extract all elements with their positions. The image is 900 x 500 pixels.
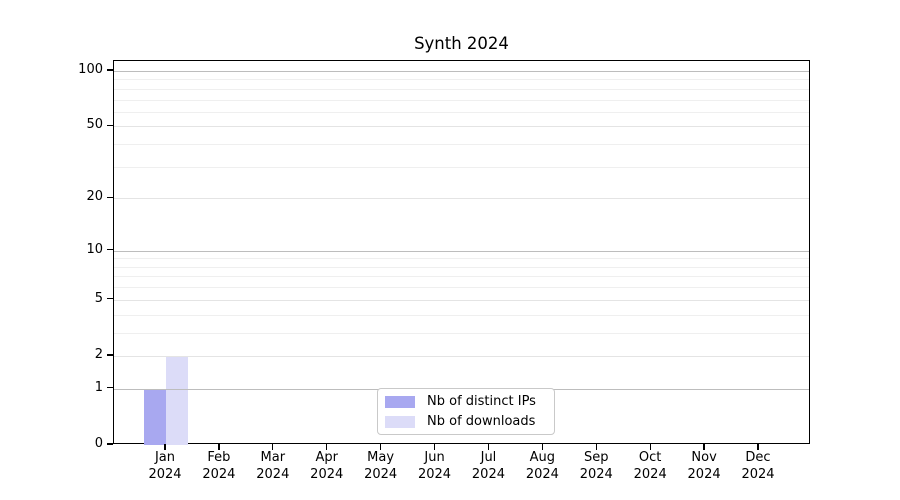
x-tick-mark-jul: [487, 444, 490, 450]
x-tick-label-nov: Nov 2024: [669, 450, 739, 483]
minor-gridline-70: [114, 99, 809, 101]
x-tick-year: 2024: [417, 466, 452, 482]
x-tick-month: May: [367, 450, 395, 465]
gridline-50: [114, 126, 809, 128]
x-tick-mark-mar: [272, 444, 274, 450]
y-tick-label-1: 1: [94, 379, 103, 395]
x-tick-month: Jul: [480, 450, 497, 465]
bar-nb-of-downloads-jan: [166, 355, 188, 445]
x-tick-label-sep: Sep 2024: [561, 450, 631, 483]
y-tick-label-20: 20: [86, 189, 103, 205]
minor-gridline-4: [114, 314, 809, 316]
x-tick-mark-feb: [218, 444, 220, 450]
minor-gridline-90: [114, 79, 809, 81]
x-tick-month: Aug: [529, 450, 556, 465]
y-tick-mark-100: [107, 69, 113, 71]
y-tick-label-10: 10: [86, 241, 103, 257]
x-tick-month: Mar: [260, 450, 286, 465]
plot-area: [113, 60, 810, 445]
x-tick-month: Apr: [315, 450, 338, 465]
y-tick-mark-2: [107, 354, 113, 356]
x-tick-year: 2024: [364, 466, 398, 482]
minor-gridline-60: [114, 111, 809, 113]
legend-swatch-distinct-ips: [385, 395, 415, 408]
gridline-2: [114, 355, 809, 357]
gridline-5: [114, 299, 809, 301]
x-tick-label-dec: Dec 2024: [723, 450, 793, 483]
y-tick-mark-10: [107, 249, 113, 251]
x-tick-year: 2024: [741, 466, 775, 482]
x-tick-label-apr: Apr 2024: [292, 450, 362, 483]
x-tick-month: Oct: [638, 450, 662, 465]
y-tick-mark-50: [107, 124, 113, 127]
legend-item-distinct-ips: Nb of distinct IPs: [385, 393, 546, 410]
minor-gridline-3: [114, 332, 809, 334]
x-tick-mark-nov: [703, 444, 705, 450]
y-tick-mark-1: [107, 387, 113, 389]
chart-title: Synth 2024: [414, 34, 509, 53]
x-tick-month: Feb: [207, 450, 231, 465]
x-tick-year: 2024: [633, 466, 667, 482]
x-tick-label-feb: Feb 2024: [184, 450, 254, 483]
y-tick-label-2: 2: [94, 346, 103, 362]
x-tick-label-oct: Oct 2024: [615, 450, 685, 483]
x-tick-year: 2024: [579, 466, 613, 482]
x-tick-month: Sep: [584, 450, 609, 465]
x-tick-year: 2024: [687, 466, 721, 482]
x-tick-mark-may: [379, 444, 382, 450]
minor-gridline-40: [114, 144, 809, 146]
x-tick-mark-dec: [757, 444, 759, 450]
x-tick-label-jul: Jul 2024: [453, 450, 523, 483]
x-tick-mark-sep: [595, 444, 597, 450]
x-tick-mark-apr: [326, 444, 328, 450]
minor-gridline-6: [114, 287, 809, 289]
legend-item-downloads: Nb of downloads: [385, 413, 546, 430]
y-tick-mark-5: [107, 298, 113, 300]
x-tick-month: Jun: [424, 450, 445, 465]
x-tick-year: 2024: [310, 466, 344, 482]
y-tick-label-100: 100: [78, 62, 103, 77]
minor-gridline-30: [114, 166, 809, 168]
bar-nb-of-distinct-ips-jan: [144, 388, 166, 445]
gridline-100: [114, 71, 809, 72]
x-tick-label-may: May 2024: [346, 450, 416, 483]
x-tick-mark-jun: [433, 444, 436, 450]
x-tick-year: 2024: [471, 466, 505, 482]
x-tick-mark-jan: [164, 444, 166, 450]
x-tick-mark-oct: [649, 444, 651, 450]
legend-label-distinct-ips: Nb of distinct IPs: [427, 394, 536, 409]
x-tick-month: Nov: [691, 450, 717, 465]
y-tick-label-50: 50: [86, 117, 103, 133]
y-tick-label-0: 0: [94, 436, 103, 451]
y-tick-mark-0: [107, 443, 113, 445]
x-tick-mark-aug: [541, 444, 543, 450]
minor-gridline-80: [114, 88, 809, 90]
minor-gridline-7: [114, 276, 809, 278]
x-tick-year: 2024: [148, 466, 182, 482]
x-tick-year: 2024: [202, 466, 236, 482]
minor-gridline-8: [114, 266, 809, 268]
x-tick-year: 2024: [256, 466, 290, 482]
legend-label-downloads: Nb of downloads: [427, 414, 536, 429]
x-tick-year: 2024: [525, 466, 559, 482]
legend-swatch-downloads: [385, 415, 415, 428]
legend: Nb of distinct IPs Nb of downloads: [377, 388, 555, 435]
x-tick-month: Dec: [745, 450, 771, 465]
x-tick-month: Jan: [154, 450, 176, 465]
y-tick-label-5: 5: [94, 290, 103, 306]
gridline-20: [114, 198, 809, 200]
x-tick-label-mar: Mar 2024: [238, 450, 308, 483]
x-tick-label-aug: Aug 2024: [507, 450, 577, 483]
y-tick-mark-20: [107, 196, 113, 198]
minor-gridline-9: [114, 258, 809, 260]
x-tick-label-jun: Jun 2024: [400, 450, 470, 483]
x-tick-label-jan: Jan 2024: [130, 450, 200, 483]
gridline-10: [114, 250, 809, 252]
